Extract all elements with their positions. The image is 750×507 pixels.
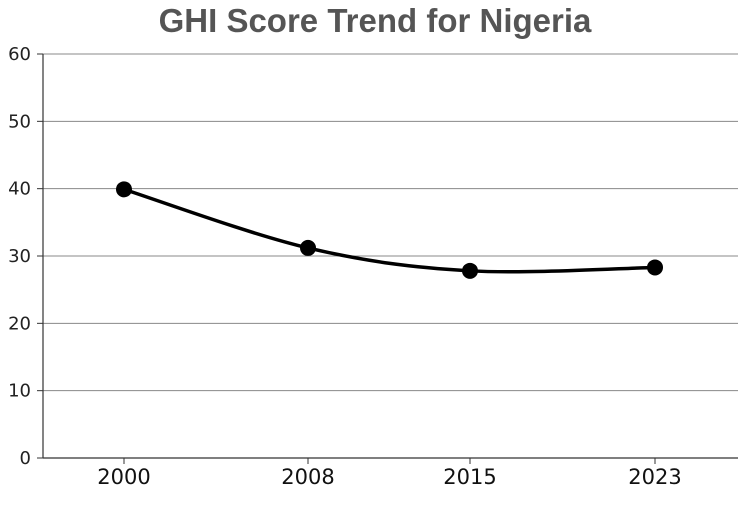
gridlines (43, 53, 738, 392)
x-axis-ticks: 2000 2008 2015 2023 (97, 458, 682, 489)
data-point-2023[interactable] (647, 259, 663, 276)
y-tick-label: 40 (8, 179, 31, 200)
y-tick-label: 30 (8, 246, 31, 267)
y-tick-label: 20 (8, 313, 31, 334)
y-tick-label: 10 (8, 381, 31, 402)
series-line (123, 187, 656, 274)
y-tick-label: 50 (8, 111, 31, 132)
y-tick-label: 0 (20, 448, 31, 469)
x-tick-label: 2008 (281, 465, 334, 489)
x-tick-label: 2015 (443, 465, 496, 489)
data-point-2015[interactable] (462, 262, 478, 279)
data-point-2008[interactable] (300, 239, 316, 256)
data-point-2000[interactable] (116, 181, 132, 198)
series-layer (116, 181, 663, 279)
y-tick-label: 60 (8, 44, 31, 65)
x-tick-label: 2000 (97, 465, 150, 489)
y-axis-ticks: 0 10 20 30 40 50 60 (8, 44, 43, 469)
chart-title: GHI Score Trend for Nigeria (158, 2, 592, 39)
x-tick-label: 2023 (628, 465, 681, 489)
